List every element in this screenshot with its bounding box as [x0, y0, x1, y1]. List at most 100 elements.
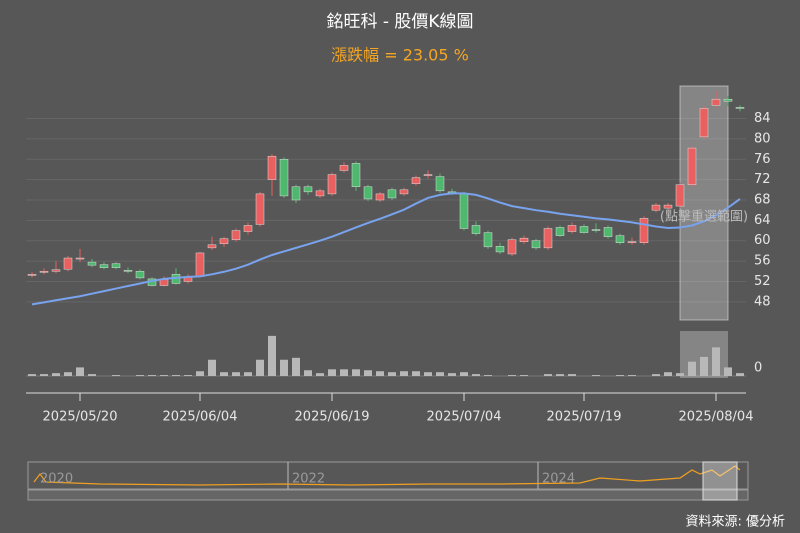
volume-bar [28, 374, 36, 376]
volume-bar [676, 373, 684, 376]
y-tick-label: 76 [754, 152, 771, 167]
candle-body [51, 269, 61, 272]
candle-body [39, 271, 49, 273]
volume-bar [340, 369, 348, 376]
y-tick-label: 48 [754, 294, 771, 309]
candle-body [687, 147, 697, 185]
volume-bar [112, 375, 120, 376]
candle-body [651, 204, 661, 211]
candle-body [363, 186, 373, 200]
volume-bar [688, 361, 696, 376]
navigator-selection[interactable] [702, 461, 738, 501]
volume-bar [508, 375, 516, 376]
volume-bar [520, 375, 528, 376]
candle-body [231, 230, 241, 240]
candle-body [111, 263, 121, 268]
navigator-scrollbar[interactable] [27, 489, 749, 501]
volume-bar [736, 373, 744, 376]
candle-body [135, 271, 145, 279]
candle-body [627, 241, 637, 244]
x-tick-label: 2025/06/19 [295, 410, 370, 425]
candle-body [579, 226, 589, 233]
volume-tick-label: 0 [754, 361, 762, 376]
y-tick-label: 64 [754, 213, 771, 228]
candle-body [423, 174, 433, 176]
volume-bar [172, 375, 180, 376]
y-tick-label: 52 [754, 274, 771, 289]
x-tick-label: 2025/07/19 [547, 410, 622, 425]
y-tick-label: 60 [754, 233, 771, 248]
candle-body [123, 270, 133, 272]
volume-bar [436, 372, 444, 376]
candle-body [219, 238, 229, 245]
candle-body [495, 246, 505, 253]
volume-bar [292, 357, 300, 376]
volume-bar [256, 359, 264, 376]
candle-body [27, 274, 37, 276]
volume-bar [424, 372, 432, 376]
candle-body [255, 193, 265, 225]
chart-subtitle: 漲跌幅 = 23.05 % [331, 46, 469, 65]
navigator-label: 2024 [542, 472, 575, 487]
candle-body [63, 257, 73, 270]
volume-bar [388, 372, 396, 376]
y-tick-label: 56 [754, 254, 771, 269]
candle-body [711, 98, 721, 106]
chart-title: 銘旺科 - 股價K線圖 [326, 12, 473, 32]
volume-bar [136, 375, 144, 376]
volume-bar [316, 373, 324, 376]
volume-bar [556, 374, 564, 376]
candle-body [87, 261, 97, 266]
navigator[interactable]: 2020 2022 2024 [27, 461, 749, 501]
candle-body [387, 189, 397, 199]
candle-body [555, 227, 565, 236]
candle-body [507, 239, 517, 255]
volume-bar [232, 372, 240, 376]
volume-bar [76, 367, 84, 376]
candle-body [399, 189, 409, 195]
y-tick-label: 68 [754, 193, 771, 208]
candle-body [735, 107, 745, 109]
candle-body [303, 186, 313, 193]
candle-body [315, 190, 325, 197]
y-tick-label: 80 [754, 131, 771, 146]
volume-bar [664, 372, 672, 376]
x-tick-label: 2025/06/04 [163, 410, 238, 425]
volume-bar [616, 375, 624, 376]
candle-body [207, 244, 217, 249]
candle-body [279, 159, 289, 197]
volume-bar [280, 359, 288, 376]
candle-body [723, 98, 733, 102]
candle-body [699, 108, 709, 138]
x-tick-label: 2025/07/04 [427, 410, 502, 425]
volume-bar [64, 372, 72, 376]
candle-body [531, 240, 541, 249]
candle-body [639, 218, 649, 244]
volume-bar [724, 367, 732, 376]
candle-body [483, 232, 493, 248]
candle-body [291, 186, 301, 201]
volume-bar [160, 375, 168, 376]
candle-body [471, 225, 481, 234]
volume-bar [628, 375, 636, 376]
volume-bar [376, 371, 384, 376]
navigator-label: 2022 [292, 472, 325, 487]
candle-body [675, 184, 685, 207]
volume-bar [412, 371, 420, 376]
candle-body [615, 235, 625, 244]
candle-body [375, 193, 385, 201]
volume-bar [484, 375, 492, 376]
candle-body [591, 229, 601, 231]
candle-body [351, 163, 361, 188]
volume-bar [400, 371, 408, 376]
volume-bar [544, 374, 552, 376]
volume-bar [460, 372, 468, 376]
candle-body [459, 193, 469, 229]
volume-bar [700, 356, 708, 376]
candle-body [327, 174, 337, 195]
y-tick-label: 72 [754, 172, 771, 187]
volume-bar [712, 347, 720, 376]
volume-bar [364, 370, 372, 376]
volume-bar [40, 374, 48, 376]
